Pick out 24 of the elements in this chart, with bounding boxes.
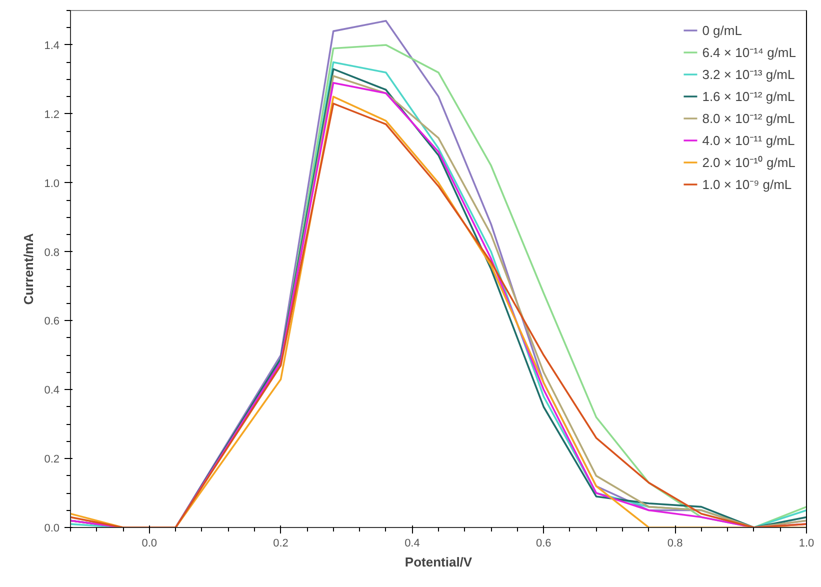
y-tick-label: 1.0 <box>44 178 60 190</box>
legend-label: 1.0 × 10⁻⁹ g/mL <box>702 176 792 193</box>
x-tick-label: 0.2 <box>273 538 288 550</box>
legend-label: 1.6 × 10⁻¹² g/mL <box>702 88 795 105</box>
x-tick-label: 1.0 <box>798 538 814 550</box>
legend-label: 3.2 × 10⁻¹³ g/mL <box>702 66 795 83</box>
legend-label: 0 g/mL <box>702 22 742 38</box>
legend-label: 6.4 × 10⁻¹⁴ g/mL <box>702 44 796 61</box>
x-axis-title: Potential/V <box>404 554 472 570</box>
y-tick-label: 0.6 <box>44 316 60 328</box>
legend-label: 4.0 × 10⁻¹¹ g/mL <box>702 132 795 149</box>
y-tick-label: 0.8 <box>44 246 60 259</box>
x-tick-label: 0.4 <box>404 538 420 550</box>
x-tick-label: 0.0 <box>142 538 158 550</box>
legend-label: 2.0 × 10⁻¹⁰ g/mL <box>702 154 796 171</box>
y-tick-label: 0.0 <box>44 522 60 534</box>
y-tick-label: 0.2 <box>44 454 60 466</box>
y-tick-label: 1.4 <box>44 40 60 52</box>
x-tick-label: 0.6 <box>536 538 552 550</box>
y-axis-title: Current/mA <box>21 232 36 305</box>
y-tick-label: 0.4 <box>44 384 60 397</box>
x-tick-label: 0.8 <box>667 538 683 550</box>
legend-label: 8.0 × 10⁻¹² g/mL <box>702 110 795 127</box>
y-tick-label: 1.2 <box>44 108 60 121</box>
